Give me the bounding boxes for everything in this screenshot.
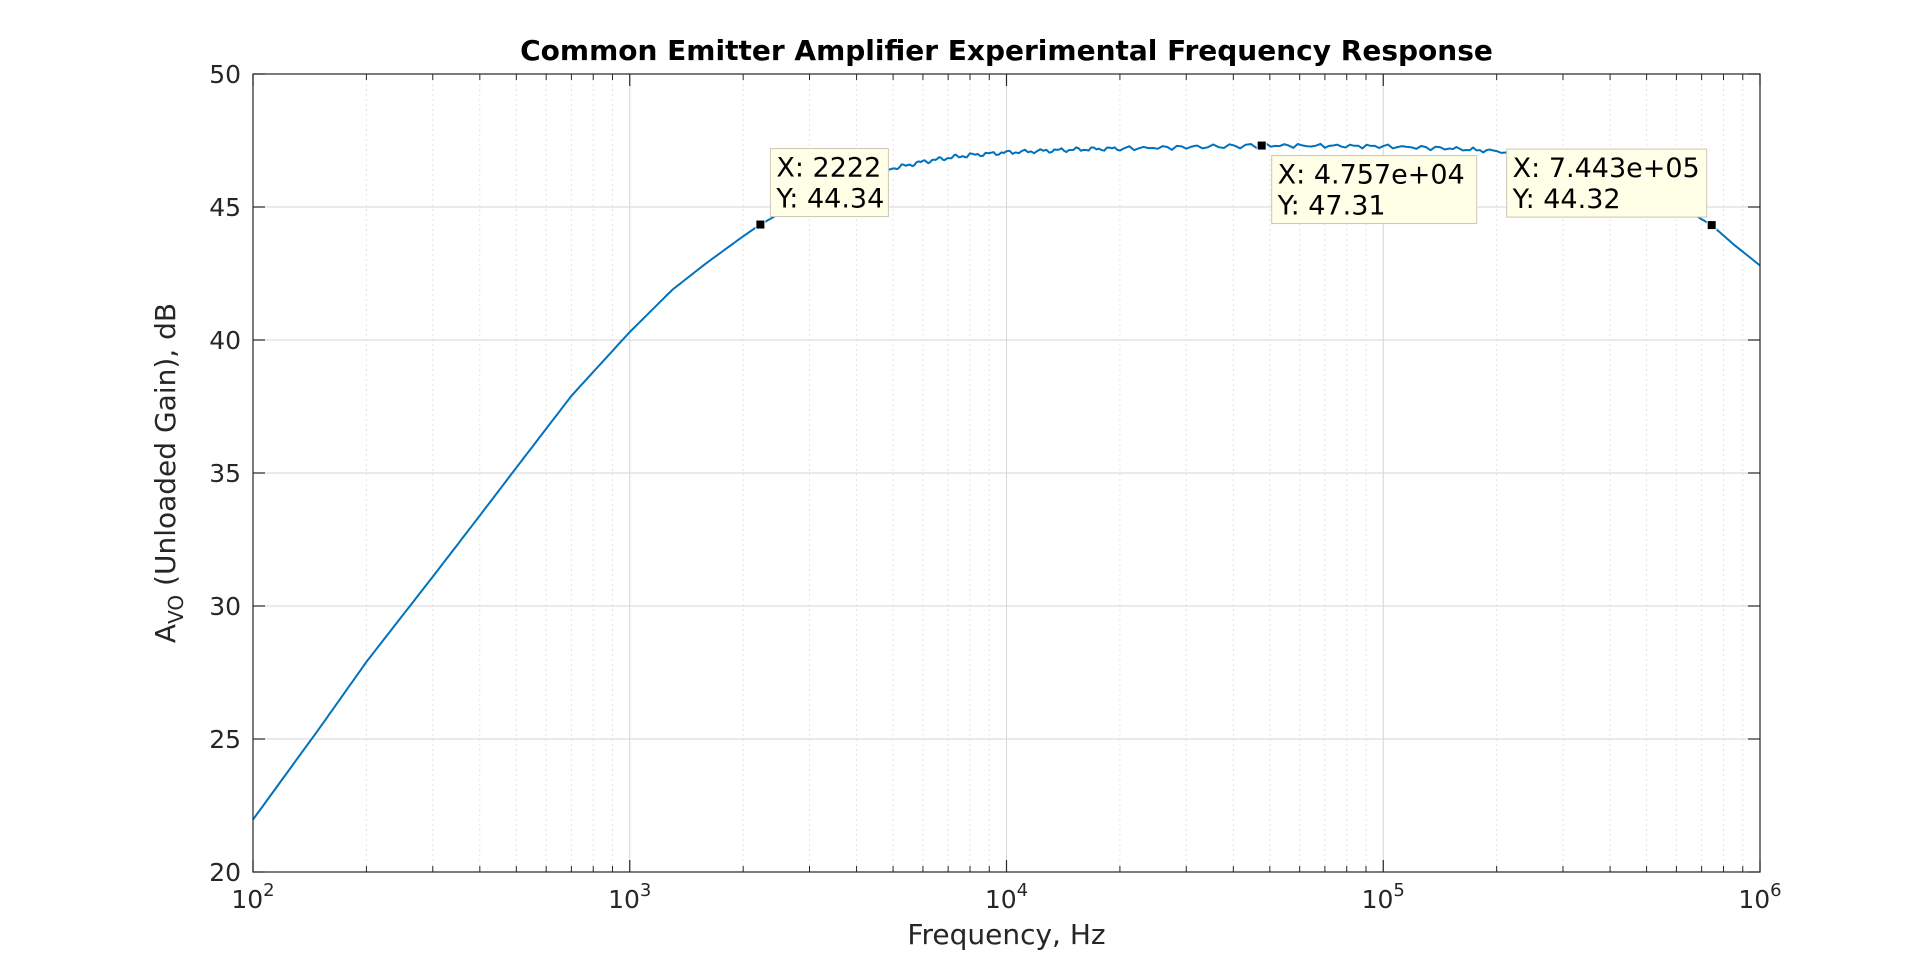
y-axis-label: AVO (Unloaded Gain), dB	[149, 303, 188, 643]
datatip-box	[1506, 148, 1708, 218]
x-tick-label: 105	[1362, 880, 1405, 914]
y-tick-label: 35	[209, 459, 241, 488]
chart-title: Common Emitter Amplifier Experimental Fr…	[520, 34, 1493, 67]
x-tick-base: 10	[231, 885, 263, 914]
x-tick-exponent: 6	[1770, 880, 1781, 901]
y-tick-label: 20	[209, 858, 241, 887]
datatip-x-label: X: 7.443e+05	[1513, 153, 1700, 184]
x-tick-base: 10	[985, 885, 1017, 914]
datatip-marker	[1256, 140, 1267, 151]
x-tick-exponent: 5	[1393, 880, 1404, 901]
y-tick-label: 50	[209, 60, 241, 89]
y-tick-label: 25	[209, 725, 241, 754]
x-tick-exponent: 2	[263, 880, 274, 901]
x-tick-exponent: 3	[640, 880, 651, 901]
y-tick-label: 30	[209, 592, 241, 621]
datatip-box	[1271, 155, 1478, 225]
datatip-y-label: Y: 47.31	[1277, 191, 1386, 222]
y-tick-label: 45	[209, 193, 241, 222]
datatip-y-label: Y: 44.32	[1512, 184, 1621, 215]
datatip-marker	[755, 219, 766, 230]
x-tick-base: 10	[1738, 885, 1770, 914]
x-tick-label: 104	[985, 880, 1028, 914]
x-axis-label: Frequency, Hz	[907, 918, 1105, 951]
x-tick-label: 103	[608, 880, 651, 914]
axis-ticks	[252, 73, 1761, 873]
y-axis-label-main: A	[149, 624, 182, 643]
datatip-x-label: X: 2222	[776, 153, 881, 184]
x-tick-exponent: 4	[1017, 880, 1028, 901]
datatip[interactable]: X: 7.443e+05Y: 44.32	[1506, 148, 1717, 231]
y-tick-labels: 20 25 30 35 40 45 50	[209, 60, 241, 887]
x-tick-base: 10	[608, 885, 640, 914]
x-tick-label: 102	[231, 880, 274, 914]
datatip-marker	[1706, 220, 1717, 231]
x-tick-label: 106	[1738, 880, 1781, 914]
x-tick-base: 10	[1362, 885, 1394, 914]
y-axis-label-subscript: VO	[164, 595, 188, 624]
datatip-y-label: Y: 44.34	[775, 184, 884, 215]
datatip-x-label: X: 4.757e+04	[1278, 160, 1465, 191]
y-tick-label: 40	[209, 326, 241, 355]
x-tick-labels: 102 103 104 105 106	[231, 880, 1781, 914]
y-axis-label-rest: (Unloaded Gain), dB	[149, 303, 182, 595]
datatip-box	[769, 148, 889, 218]
datatip[interactable]: X: 4.757e+04Y: 47.31	[1256, 140, 1478, 225]
